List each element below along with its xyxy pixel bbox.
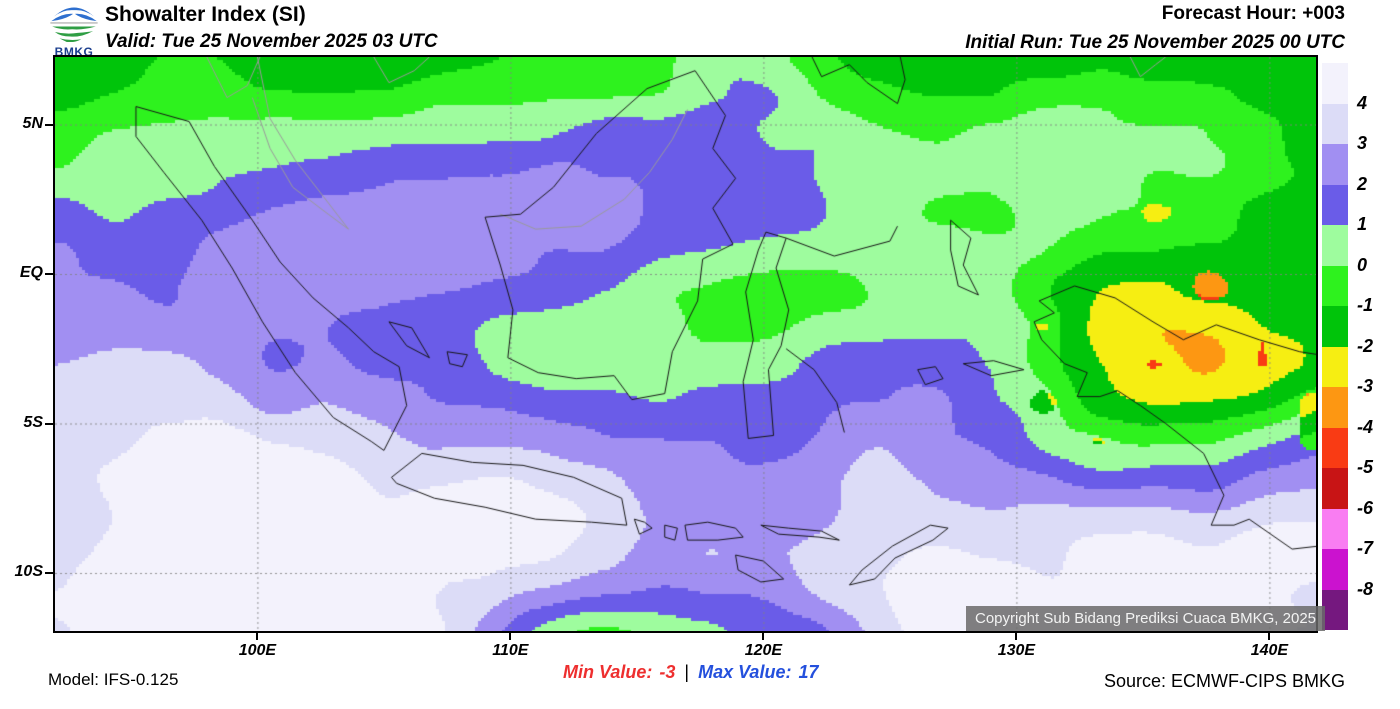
colorbar-label: -8 [1357,578,1374,599]
lon-tick-label: 110E [492,642,529,659]
lat-tick-label: 5S [23,413,43,431]
colorbar-segment [1322,144,1348,185]
minmax-line: Min Value: -3 | Max Value: 17 [563,662,818,683]
lon-tick-label: 120E [744,642,783,659]
lon-tick [509,633,512,640]
minmax-separator: | [684,662,690,682]
colorbar-segment [1322,589,1348,630]
model-label: Model: IFS-0.125 [48,670,179,689]
lon-tick-label: 130E [997,642,1036,659]
colorbar-label: -4 [1357,416,1374,437]
colorbar-label: 1 [1357,214,1368,234]
colorbar-label: 4 [1357,92,1368,113]
min-value: -3 [659,662,676,682]
forecast-hour: Forecast Hour: +003 [1161,3,1345,24]
lon-tick-label: 100E [238,642,277,659]
bmkg-logo: BMKG [44,2,104,58]
colorbar-segment [1322,63,1348,104]
lat-tick-label: 5N [22,114,43,132]
lat-tick [45,422,53,425]
lat-tick-label: 10S [14,563,43,580]
lat-tick [45,572,53,574]
colorbar-segment [1322,427,1348,468]
colorbar-label: -2 [1357,335,1374,356]
colorbar-segment [1322,184,1348,225]
lon-tick [256,633,259,640]
source-label: Source: ECMWF-CIPS BMKG [1103,671,1345,691]
colorbar-segment [1322,508,1348,549]
colorbar-segment [1322,265,1348,306]
colorbar-segment [1322,387,1348,428]
colorbar-label: -7 [1357,538,1374,558]
colorbar-segment [1322,549,1348,590]
min-value-label: Min Value: [563,662,653,682]
initial-run: Initial Run: Tue 25 November 2025 00 UTC [965,32,1345,53]
colorbar-segment [1322,346,1348,387]
lon-tick [762,633,765,640]
colorbar-label: 0 [1357,254,1368,275]
header-right: Forecast Hour: +003 Initial Run: Tue 25 … [705,3,1345,54]
page-title: Showalter Index (SI) [105,3,306,26]
lat-tick [45,273,53,275]
lon-tick-label: 140E [1250,642,1289,659]
bmkg-logo-icon [50,7,98,43]
max-value: 17 [798,662,819,682]
lat-tick-label: EQ [19,264,43,281]
copyright-overlay: Copyright Sub Bidang Prediksi Cuaca BMKG… [966,606,1326,631]
lon-tick [1015,633,1018,640]
valid-time: Valid: Tue 25 November 2025 03 UTC [105,31,438,52]
si-contour-canvas [55,57,1316,631]
colorbar-label: 3 [1357,133,1368,153]
colorbar-segment [1322,468,1348,509]
colorbar-segment [1322,306,1348,347]
colorbar-label: -3 [1357,376,1374,396]
colorbar-label: -5 [1357,457,1374,477]
colorbar-label: -1 [1357,295,1374,315]
colorbar-label: -6 [1357,497,1374,518]
max-value-label: Max Value: [698,662,792,682]
colorbar-label: 2 [1357,173,1368,194]
colorbar-segment [1322,225,1348,266]
lat-tick [45,123,53,126]
colorbar-segment [1322,103,1348,144]
lon-tick [1268,633,1271,640]
map-area [53,55,1318,633]
